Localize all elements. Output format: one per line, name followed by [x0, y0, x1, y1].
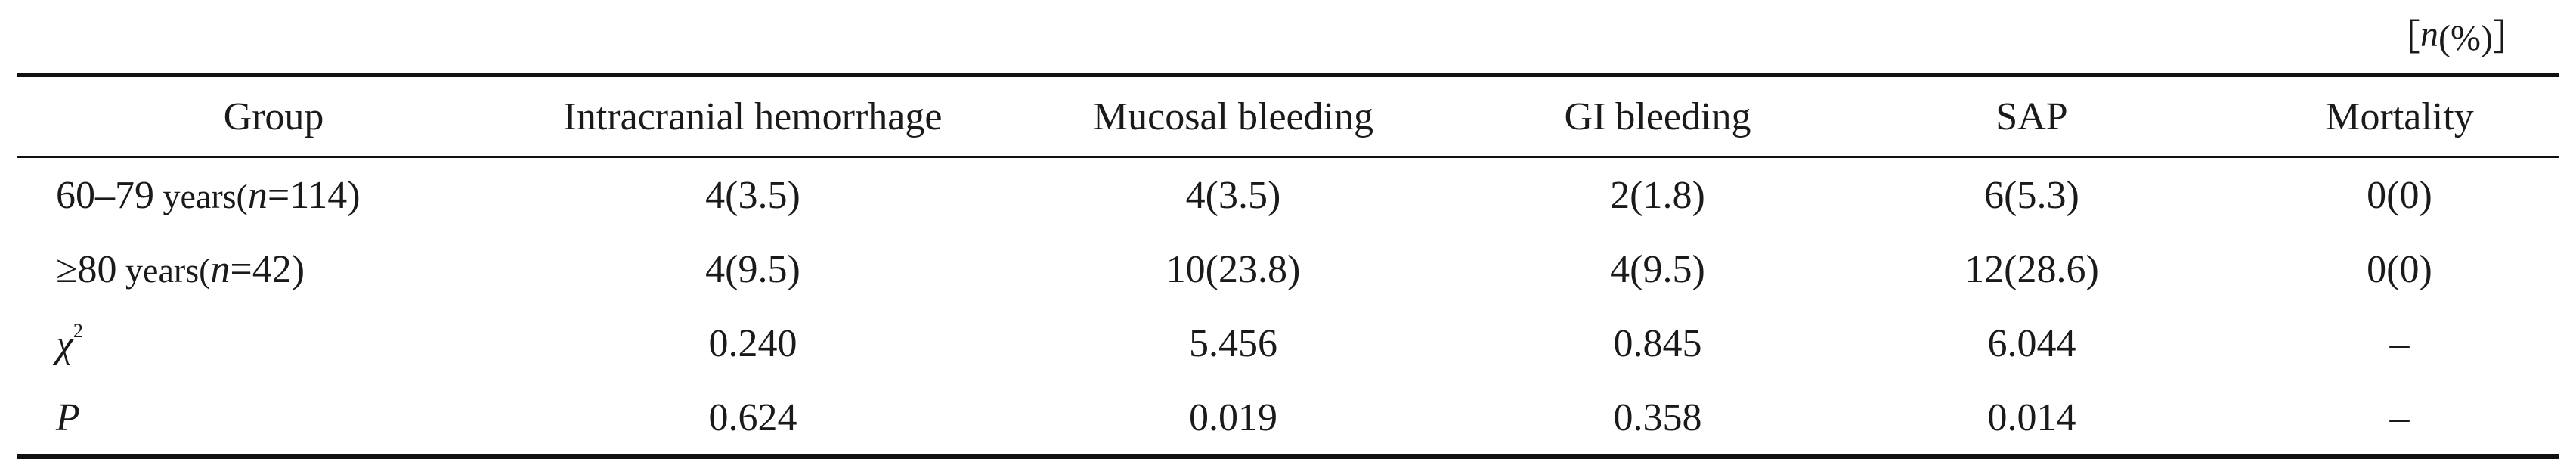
- value-cell: 4(3.5): [705, 173, 800, 217]
- value-cell: 0(0): [2367, 247, 2432, 291]
- value-cell: 0.624: [708, 395, 797, 439]
- chi-square-label: χ2: [17, 320, 531, 367]
- unit-close: (%)］: [2438, 18, 2529, 58]
- table-row-60-79: 60–79 years(n=114) 4(3.5) 4(3.5) 2(1.8) …: [17, 158, 2559, 232]
- header-intracranial-hemorrhage: Intracranial hemorrhage: [563, 95, 943, 138]
- value-cell: 4(9.5): [705, 247, 800, 291]
- header-group: Group: [223, 95, 324, 138]
- group-count: =42): [230, 247, 305, 291]
- table-row-p-value: P 0.624 0.019 0.358 0.014 –: [17, 380, 2559, 454]
- header-mortality: Mortality: [2325, 95, 2474, 138]
- value-cell: 12(28.6): [1965, 247, 2099, 291]
- group-n: n: [210, 247, 231, 291]
- value-cell: 4(9.5): [1610, 247, 1705, 291]
- unit-label: ［ n (%)］: [2384, 0, 2529, 68]
- header-gi-bleeding: GI bleeding: [1564, 95, 1751, 138]
- group-cell: ≥80 years(n=42): [17, 247, 531, 292]
- p-label: P: [56, 395, 80, 439]
- value-cell: 4(3.5): [1185, 173, 1281, 217]
- unit-open: ［: [2384, 18, 2421, 58]
- group-years: years(: [116, 250, 211, 290]
- table-row-80-plus: ≥80 years(n=42) 4(9.5) 10(23.8) 4(9.5) 1…: [17, 232, 2559, 306]
- table-row-chi-square: χ2 0.240 5.456 0.845 6.044 –: [17, 306, 2559, 380]
- value-cell: –: [2389, 321, 2410, 365]
- header-mucosal-bleeding: Mucosal bleeding: [1092, 95, 1374, 138]
- group-count: =114): [267, 173, 361, 217]
- group-years: years(: [154, 176, 248, 215]
- value-cell: 0.358: [1613, 395, 1702, 439]
- value-cell: 10(23.8): [1166, 247, 1301, 291]
- value-cell: 0.240: [708, 321, 797, 365]
- chi-superscript: 2: [73, 320, 83, 342]
- value-cell: 6.044: [1987, 321, 2076, 365]
- group-n: n: [247, 173, 268, 217]
- value-cell: 0.845: [1613, 321, 1702, 365]
- chi-symbol: χ: [56, 323, 73, 366]
- value-cell: 0.019: [1189, 395, 1277, 439]
- group-age: 60–79: [56, 173, 154, 217]
- group-cell: 60–79 years(n=114): [17, 173, 531, 218]
- value-cell: 5.456: [1189, 321, 1277, 365]
- group-age: ≥80: [56, 247, 117, 291]
- value-cell: 0(0): [2367, 173, 2432, 217]
- unit-n: n: [2420, 14, 2439, 54]
- value-cell: –: [2389, 395, 2410, 439]
- value-cell: 6(5.3): [1984, 173, 2079, 217]
- table-header-row: Group Intracranial hemorrhage Mucosal bl…: [17, 77, 2559, 158]
- results-table: Group Intracranial hemorrhage Mucosal bl…: [17, 73, 2559, 459]
- header-sap: SAP: [1995, 95, 2068, 138]
- value-cell: 2(1.8): [1610, 173, 1705, 217]
- value-cell: 0.014: [1987, 395, 2076, 439]
